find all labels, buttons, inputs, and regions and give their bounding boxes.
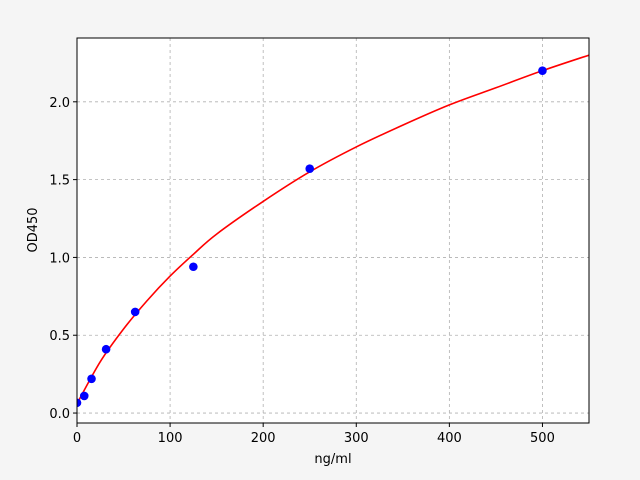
y-tick-label: 2.0 [49, 96, 70, 111]
fit-curve-group [77, 54, 589, 405]
y-tick-label: 0.0 [49, 407, 70, 422]
fit-curve [77, 54, 589, 405]
data-point [101, 344, 111, 354]
y-tick-label: 1.5 [49, 174, 70, 189]
ticks: 0 100 200 300 400 500 0.0 0.5 1.0 1.5 2.0 [49, 96, 555, 446]
x-tick-label: 0 [73, 431, 81, 446]
y-tick-label: 1.0 [49, 251, 70, 266]
data-point [79, 391, 89, 401]
x-tick-label: 200 [251, 431, 276, 446]
points-group [77, 66, 547, 408]
plot-area [77, 38, 589, 423]
data-point [130, 307, 140, 317]
y-tick-label: 0.5 [49, 329, 70, 344]
data-point [189, 262, 198, 272]
data-point [77, 398, 82, 408]
data-point [538, 66, 547, 75]
y-axis-label: OD450 [26, 207, 41, 252]
grid [76, 38, 589, 423]
x-tick-label: 400 [437, 431, 462, 446]
data-point [305, 164, 315, 174]
data-point [87, 374, 96, 384]
plot-frame [76, 37, 590, 424]
x-tick-label: 300 [344, 431, 369, 446]
x-axis-label: ng/ml [314, 452, 351, 467]
x-tick-label: 100 [158, 431, 183, 446]
x-tick-label: 500 [530, 431, 555, 446]
